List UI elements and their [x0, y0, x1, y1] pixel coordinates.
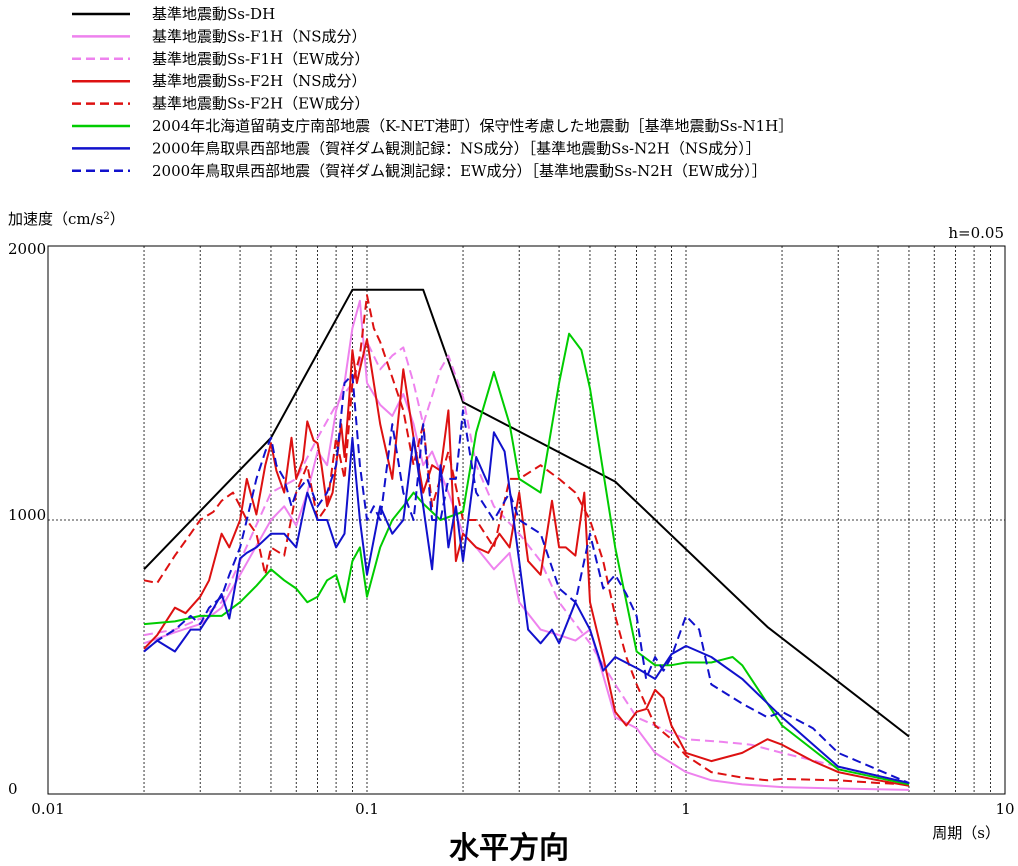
legend-label-1: 基準地震動Ss-DH [152, 5, 275, 23]
y-tick-label: 1000 [8, 506, 46, 524]
chart-caption: 水平方向 [449, 831, 569, 866]
series-line-1 [143, 288, 910, 738]
series-layer [143, 288, 910, 791]
series-line-5 [143, 294, 910, 786]
damping-label: h=0.05 [948, 224, 1004, 242]
plot-frame [47, 245, 1006, 795]
y-tick-label: 2000 [8, 240, 46, 258]
legend-label-7: 2000年鳥取県西部地震（賀祥ダム観測記録：NS成分）［基準地震動Ss-N2H（… [152, 139, 761, 157]
x-tick-label: 0.1 [355, 800, 379, 818]
legend-label-2: 基準地震動Ss-F1H（NS成分） [152, 27, 366, 45]
legend-label-8: 2000年鳥取県西部地震（賀祥ダム観測記録：EW成分）［基準地震動Ss-N2H（… [152, 162, 767, 180]
y-axis-title-close: ） [110, 210, 125, 228]
series-line-4 [143, 338, 910, 787]
legend-label-6: 2004年北海道留萌支庁南部地震（K-NET港町）保守性考慮した地震動［基準地震… [152, 117, 793, 135]
series-line-7 [143, 431, 910, 784]
grid [48, 246, 1005, 794]
series-line-3 [143, 340, 910, 784]
y-axis-title-main: 加速度（cm/s [8, 210, 103, 228]
legend: 基準地震動Ss-DH 基準地震動Ss-F1H（NS成分） 基準地震動Ss-F1H（E… [72, 5, 793, 180]
series-line-6 [143, 332, 910, 786]
legend-label-5: 基準地震動Ss-F2H（EW成分） [152, 95, 369, 113]
y-axis-title-sup: 2 [103, 211, 109, 222]
y-axis-title: 加速度（cm/s2） [8, 210, 125, 228]
series-line-2 [143, 299, 910, 791]
x-axis-title: 周期（s） [932, 824, 1000, 842]
x-tick-label: 0.01 [31, 800, 64, 818]
x-tick-label: 1 [681, 800, 691, 818]
legend-label-3: 基準地震動Ss-F1H（EW成分） [152, 50, 369, 68]
series-line-8 [143, 373, 910, 784]
tick-labels: 0.01 0.1 1 10 0 1000 2000 [8, 240, 1015, 818]
y-tick-label: 0 [8, 780, 18, 798]
legend-label-4: 基準地震動Ss-F2H（NS成分） [152, 72, 366, 90]
x-tick-label: 10 [995, 800, 1014, 818]
